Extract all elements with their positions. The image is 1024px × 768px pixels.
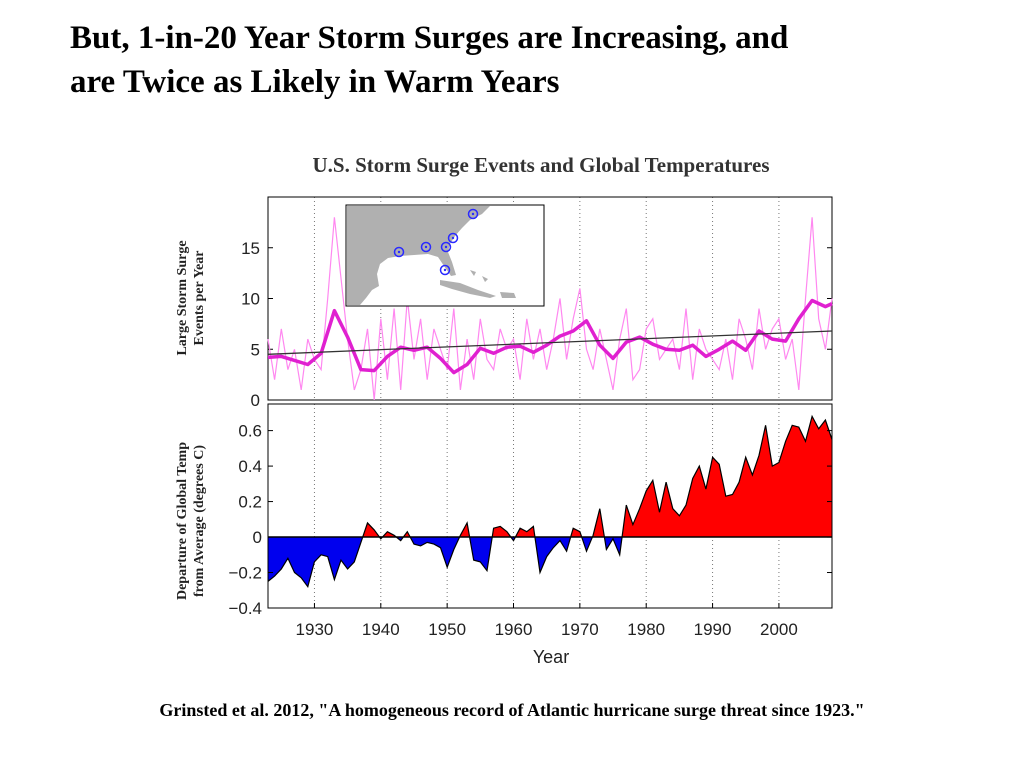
x-tick-label: 1980 [627, 620, 665, 639]
surge-y-axis-label: Large Storm Surge Events per Year [175, 240, 207, 355]
temperature-x-ticks: 1930 1940 1950 1960 1970 1980 1990 2000 [296, 603, 798, 639]
warm-anomaly-area [268, 416, 832, 538]
inset-map-hispaniola [500, 292, 516, 298]
temperature-y-ticks: −0.4 −0.2 0 0.2 0.4 0.6 [228, 422, 832, 618]
surge-y-tick-label: 5 [251, 340, 260, 359]
cool-anomaly-area [268, 537, 623, 587]
temperature-panel: −0.4−0.200.20.40.6 1930 1940 1950 1960 1970 1… [175, 403, 833, 667]
tide-gauge-marker [467, 208, 479, 220]
x-tick-label: 2000 [760, 620, 798, 639]
chart-title: U.S. Storm Surge Events and Global Tempe… [313, 153, 770, 177]
slide-title: But, 1-in-20 Year Storm Surges are Incre… [70, 16, 970, 104]
temperature-plot-frame [267, 403, 833, 609]
x-tick-label: 1940 [362, 620, 400, 639]
slide-title-line-2: are Twice as Likely in Warm Years [70, 64, 560, 100]
storm-surge-temperature-figure: U.S. Storm Surge Events and Global Tempe… [175, 153, 833, 667]
inset-map [345, 204, 545, 307]
surge-y-tick-label: 0 [251, 391, 260, 410]
tide-gauge-marker [393, 246, 405, 258]
citation-caption: Grinsted et al. 2012, "A homogeneous rec… [159, 700, 865, 720]
temperature-anomaly-line [267, 414, 833, 589]
surge-panel: 0 5 10 15 Large Storm Surge Events per Year [175, 196, 833, 410]
x-tick-label: 1960 [495, 620, 533, 639]
inset-map-bahamas [470, 270, 488, 282]
surge-trend-line [267, 330, 833, 355]
tide-gauge-markers [393, 208, 479, 276]
tide-gauge-marker [447, 232, 459, 244]
temperature-ylabel-line-2: from Average (degrees C) [192, 445, 207, 597]
inset-map-cuba [440, 280, 496, 298]
temperature-y-tick-label: −0.4 [228, 599, 262, 618]
surge-ylabel-line-2: Events per Year [192, 251, 207, 346]
tide-gauge-marker [439, 264, 451, 276]
slide-title-line-1: But, 1-in-20 Year Storm Surges are Incre… [70, 20, 789, 56]
annual-surge-line [267, 217, 833, 401]
temperature-y-tick-label: −0.2 [228, 564, 262, 583]
temperature-y-axis-label: Departure of Global Temp from Average (d… [175, 442, 207, 600]
surge-y-tick-label: 10 [241, 290, 260, 309]
x-tick-label: 1930 [296, 620, 334, 639]
surge-ylabel-line-1: Large Storm Surge [175, 240, 190, 355]
tide-gauge-marker [420, 241, 432, 253]
surge-y-ticks: 0 5 10 15 [241, 239, 832, 410]
tide-gauge-marker [440, 241, 452, 253]
x-tick-label: 1990 [694, 620, 732, 639]
inset-map-land [347, 206, 490, 305]
surge-series [267, 217, 833, 401]
tide-gauge-marker-dots [397, 212, 475, 272]
temperature-area [267, 414, 833, 589]
temperature-y-tick-label: 0.4 [238, 457, 262, 476]
temperature-ylabel-line-1: Departure of Global Temp [175, 442, 190, 600]
temperature-y-tick-label: 0.2 [238, 493, 262, 512]
temperature-y-tick-label: 0 [253, 528, 262, 547]
x-tick-label: 1970 [561, 620, 599, 639]
surge-y-tick-label: 15 [241, 239, 260, 258]
x-tick-label: 1950 [428, 620, 466, 639]
smoothed-surge-line [267, 298, 833, 375]
temperature-y-tick-label: 0.6 [238, 422, 262, 441]
x-axis-label: Year [533, 647, 569, 667]
